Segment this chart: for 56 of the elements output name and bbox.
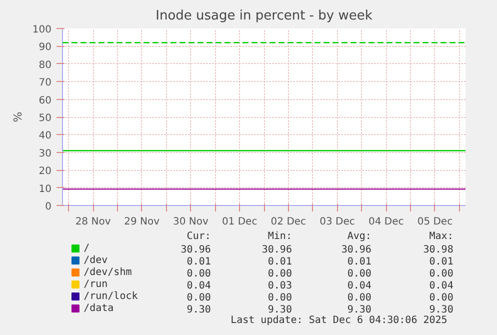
- text: 0.00: [429, 292, 454, 304]
- y-tick-label: 60: [38, 95, 52, 106]
- legend-label: /dev: [84, 255, 108, 266]
- text: 0.01: [186, 256, 211, 268]
- x-tick-label: 29 Nov: [124, 216, 160, 228]
- legend-label: /: [84, 243, 90, 254]
- text: Max:: [429, 231, 454, 242]
- text: Avg:: [347, 231, 372, 242]
- text: 0.00: [268, 268, 292, 280]
- legend-label: /data: [84, 303, 114, 314]
- y-tick-label: 70: [38, 78, 52, 89]
- text: 30.96: [180, 244, 211, 256]
- text: 0.00: [347, 292, 372, 304]
- x-tick-label: 02 Dec: [270, 216, 306, 228]
- text: 0.04: [429, 280, 454, 292]
- y-tick-label: 50: [38, 113, 52, 124]
- y-tick-label: 40: [38, 130, 52, 142]
- text: 0.01: [268, 256, 292, 268]
- y-axis-title: %: [11, 112, 24, 122]
- text: 30.96: [262, 244, 292, 256]
- text: 0.04: [347, 280, 372, 292]
- text: 9.30: [347, 304, 372, 316]
- text: 0.00: [186, 268, 211, 280]
- chart-title: Inode usage in percent - by week: [156, 8, 373, 24]
- legend-label: /dev/shm: [84, 267, 132, 278]
- x-tick-label: 30 Nov: [173, 216, 209, 228]
- text: 0.01: [429, 256, 454, 268]
- y-tick-label: 100: [32, 24, 52, 36]
- legend-label: /run/lock: [84, 291, 138, 302]
- text: 0.00: [186, 292, 211, 304]
- text: 30.98: [423, 244, 454, 256]
- text: 0.00: [268, 292, 292, 304]
- text: Last update: Sat Dec 6 04:30:06 2025: [230, 315, 448, 326]
- text: 9.30: [186, 304, 211, 316]
- text: 9.30: [268, 304, 292, 316]
- y-tick-label: 80: [38, 60, 52, 71]
- text: 0.03: [268, 280, 292, 292]
- legend-label: /run: [84, 279, 108, 290]
- text: 0.04: [186, 280, 211, 292]
- text: 0.00: [347, 268, 372, 280]
- y-tick-label: 90: [38, 42, 52, 54]
- x-tick-label: 28 Nov: [75, 216, 111, 228]
- x-tick-label: 01 Dec: [222, 216, 258, 228]
- text: 0.01: [347, 256, 372, 268]
- y-tick-label: 10: [38, 184, 52, 195]
- text: Cur:: [186, 231, 211, 242]
- text: 9.30: [429, 304, 454, 316]
- text: 30.96: [341, 244, 372, 256]
- x-tick-label: 03 Dec: [320, 216, 355, 228]
- text: Min:: [268, 231, 292, 242]
- text: 0.00: [429, 268, 454, 280]
- y-tick-label: 20: [38, 166, 52, 178]
- x-tick-label: 04 Dec: [368, 216, 404, 228]
- y-tick-label: 0: [45, 202, 52, 212]
- y-tick-label: 30: [38, 148, 52, 160]
- x-tick-label: 05 Dec: [417, 216, 453, 228]
